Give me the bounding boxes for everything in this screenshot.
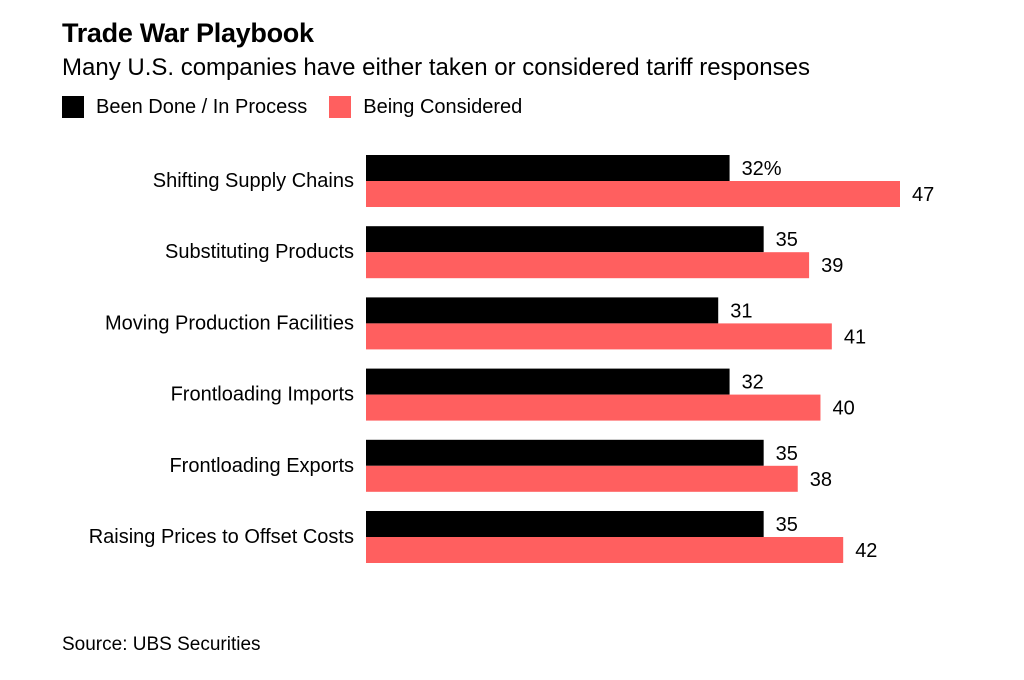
- legend: Been Done / In Process Being Considered: [62, 94, 544, 120]
- bar-chart: Shifting Supply Chains 32% 47 Substituting …: [89, 155, 934, 563]
- bar-considered: [366, 252, 810, 279]
- bar-done: [366, 439, 764, 466]
- data-label-done: 32%: [742, 158, 782, 180]
- category-label: Frontloading Imports: [171, 384, 354, 406]
- data-label-considered: 42: [855, 540, 877, 562]
- bar-done: [366, 155, 730, 181]
- bar-considered: [366, 465, 798, 492]
- legend-item-considered: Being Considered: [329, 96, 522, 119]
- data-label-done: 32: [742, 372, 764, 394]
- legend-item-done: Been Done / In Process: [62, 96, 307, 119]
- bar-considered: [366, 394, 821, 421]
- category-label: Raising Prices to Offset Costs: [89, 526, 354, 548]
- category-label: Substituting Products: [165, 241, 354, 263]
- bar-done: [366, 226, 764, 253]
- bar-considered: [366, 323, 832, 350]
- category-label: Moving Production Facilities: [105, 312, 354, 334]
- legend-swatch-done: [62, 96, 84, 118]
- data-label-considered: 39: [821, 255, 843, 277]
- data-label-done: 35: [776, 443, 798, 465]
- data-label-considered: 41: [844, 326, 866, 348]
- category-label: Frontloading Exports: [169, 455, 354, 477]
- bar-considered: [366, 181, 900, 207]
- data-label-done: 31: [730, 300, 752, 322]
- legend-swatch-considered: [329, 96, 352, 118]
- chart-subtitle: Many U.S. companies have either taken or…: [62, 54, 810, 81]
- data-label-considered: 47: [912, 184, 934, 206]
- source-note: Source: UBS Securities: [62, 634, 261, 655]
- bar-done: [366, 368, 730, 395]
- data-label-done: 35: [776, 229, 798, 251]
- bar-done: [366, 297, 719, 324]
- legend-label-done: Been Done / In Process: [96, 95, 308, 118]
- chart-title: Trade War Playbook: [62, 18, 314, 48]
- category-label: Shifting Supply Chains: [153, 170, 354, 192]
- data-label-considered: 40: [832, 398, 854, 420]
- bar-considered: [366, 537, 844, 563]
- data-label-done: 35: [776, 514, 798, 536]
- legend-label-considered: Being Considered: [363, 95, 523, 118]
- data-label-considered: 38: [810, 469, 832, 491]
- bar-done: [366, 511, 764, 537]
